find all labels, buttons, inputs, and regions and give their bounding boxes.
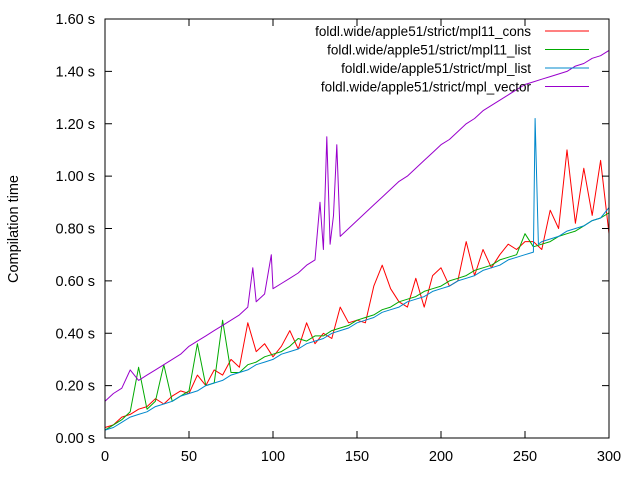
legend-label: foldl.wide/apple51/strict/mpl_list <box>341 61 531 76</box>
x-tick-label: 150 <box>345 449 369 465</box>
series-line-2 <box>104 212 610 431</box>
x-tick-label: 50 <box>181 449 197 465</box>
legend-label: foldl.wide/apple51/strict/mpl11_list <box>327 43 531 58</box>
y-tick-label: 0.60 s <box>56 274 96 290</box>
x-tick-label: 0 <box>101 449 109 465</box>
x-tick-label: 100 <box>261 449 285 465</box>
y-tick-label: 0.40 s <box>56 326 96 342</box>
y-tick-label: 0.20 s <box>56 379 96 395</box>
y-tick-label: 1.40 s <box>56 64 96 80</box>
x-tick-label: 250 <box>513 449 537 465</box>
series-layer <box>104 49 610 431</box>
y-tick-label: 1.20 s <box>56 117 96 133</box>
legend-label: foldl.wide/apple51/strict/mpl_vector <box>321 80 532 95</box>
y-tick-label: 1.60 s <box>56 12 96 28</box>
y-tick-label: 0.00 s <box>56 431 96 447</box>
ticks-layer: 0.00 s 0.20 s 0.40 s 0.60 s 0.80 s 1.00 s 1.20… <box>56 12 622 465</box>
legend-label: foldl.wide/apple51/strict/mpl11_cons <box>315 24 531 39</box>
y-tick-label: 1.00 s <box>56 169 96 185</box>
series-line-3 <box>104 118 610 431</box>
series-line-4 <box>104 49 610 402</box>
y-tick-label: 0.80 s <box>56 222 96 238</box>
y-axis-title: Compilation time <box>6 175 22 283</box>
x-tick-label: 200 <box>429 449 453 465</box>
x-tick-label: 300 <box>597 449 621 465</box>
legend: foldl.wide/apple51/strict/mpl11_consfold… <box>315 24 589 95</box>
